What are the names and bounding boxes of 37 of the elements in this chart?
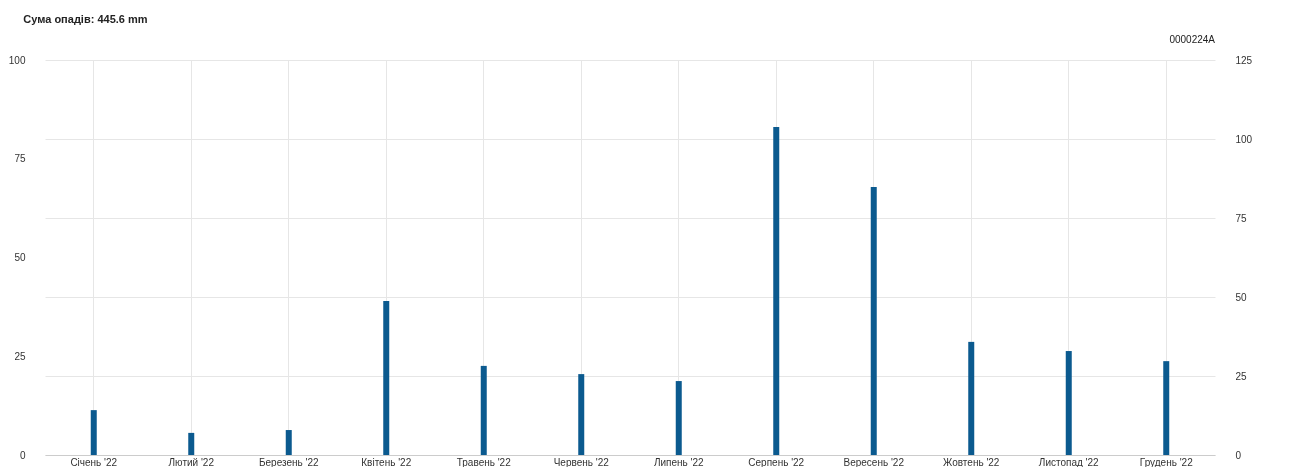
y-tick-label: 75 bbox=[14, 153, 26, 165]
bar bbox=[1065, 351, 1072, 455]
x-tick-label: Травень '22 bbox=[456, 456, 512, 467]
y2-tick-label: 0 bbox=[1235, 449, 1242, 461]
x-tick-label: Вересень '22 bbox=[843, 456, 905, 467]
y2-tick-label: 50 bbox=[1235, 291, 1248, 303]
bar bbox=[968, 341, 975, 455]
chart-title: Сума опадів: 445.6 mm bbox=[23, 13, 148, 25]
y-tick-label: 0 bbox=[19, 449, 26, 461]
x-tick-label: Серпень '22 bbox=[748, 456, 805, 467]
bar bbox=[578, 374, 585, 455]
y-tick-label: 100 bbox=[8, 54, 26, 66]
text: 0000224A bbox=[1169, 34, 1216, 45]
y-tick-label: 50 bbox=[14, 252, 26, 263]
y2-tick-label: 25 bbox=[1235, 370, 1248, 382]
x-tick-label: Березень '22 bbox=[258, 456, 319, 467]
y2-tick-label: 100 bbox=[1235, 133, 1253, 145]
y2-tick-label: 125 bbox=[1235, 54, 1253, 66]
x-tick-label: Січень '22 bbox=[70, 456, 118, 467]
y2-tick-label: 75 bbox=[1235, 212, 1248, 224]
x-tick-label: Квітень '22 bbox=[361, 456, 412, 467]
x-tick-label: Червень '22 bbox=[553, 456, 610, 467]
bar bbox=[188, 432, 195, 455]
bar bbox=[1163, 361, 1170, 455]
bar bbox=[480, 365, 487, 455]
x-tick-label: Жовтень '22 bbox=[943, 456, 1000, 467]
bar bbox=[675, 381, 682, 455]
bar bbox=[285, 430, 292, 455]
bar bbox=[90, 410, 97, 455]
x-tick-label: Лютий '22 bbox=[168, 456, 215, 467]
x-tick-label: Грудень '22 bbox=[1139, 456, 1194, 467]
bar bbox=[383, 301, 390, 455]
x-tick-label: Липень '22 bbox=[653, 456, 705, 467]
x-tick-label: Листопад '22 bbox=[1038, 456, 1100, 467]
bar bbox=[773, 126, 780, 455]
y-tick-label: 25 bbox=[14, 350, 26, 362]
bar bbox=[870, 187, 877, 455]
